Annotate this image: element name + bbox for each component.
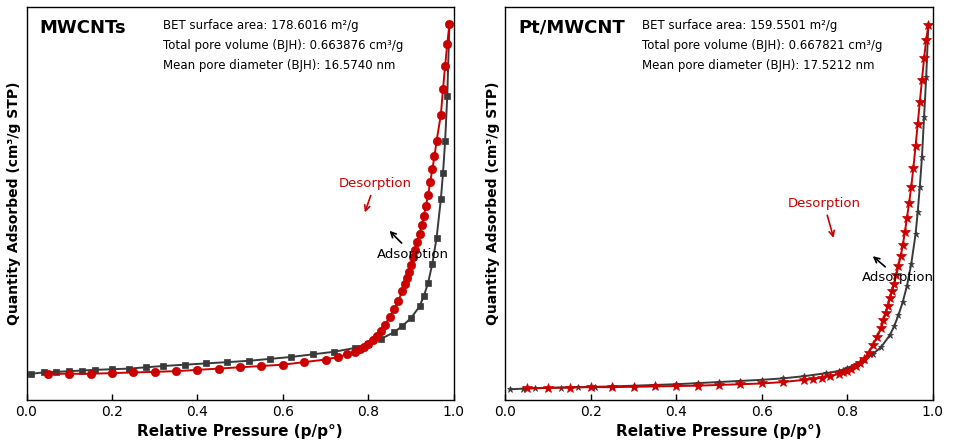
- Text: BET surface area: 159.5501 m²/g
Total pore volume (BJH): 0.667821 cm³/g
Mean por: BET surface area: 159.5501 m²/g Total po…: [642, 19, 882, 72]
- Text: Desorption: Desorption: [788, 197, 860, 236]
- Text: Desorption: Desorption: [338, 177, 411, 211]
- Text: Adsorption: Adsorption: [377, 232, 448, 261]
- Text: Adsorption: Adsorption: [862, 257, 934, 285]
- X-axis label: Relative Pressure (p/p°): Relative Pressure (p/p°): [617, 424, 822, 439]
- X-axis label: Relative Pressure (p/p°): Relative Pressure (p/p°): [138, 424, 343, 439]
- Y-axis label: Quantity Adsorbed (cm³/g STP): Quantity Adsorbed (cm³/g STP): [486, 82, 500, 325]
- Text: BET surface area: 178.6016 m²/g
Total pore volume (BJH): 0.663876 cm³/g
Mean por: BET surface area: 178.6016 m²/g Total po…: [163, 19, 403, 72]
- Text: MWCNTs: MWCNTs: [39, 19, 126, 37]
- Y-axis label: Quantity Adsorbed (cm³/g STP): Quantity Adsorbed (cm³/g STP): [7, 82, 21, 325]
- Text: Pt/MWCNT: Pt/MWCNT: [518, 19, 625, 37]
